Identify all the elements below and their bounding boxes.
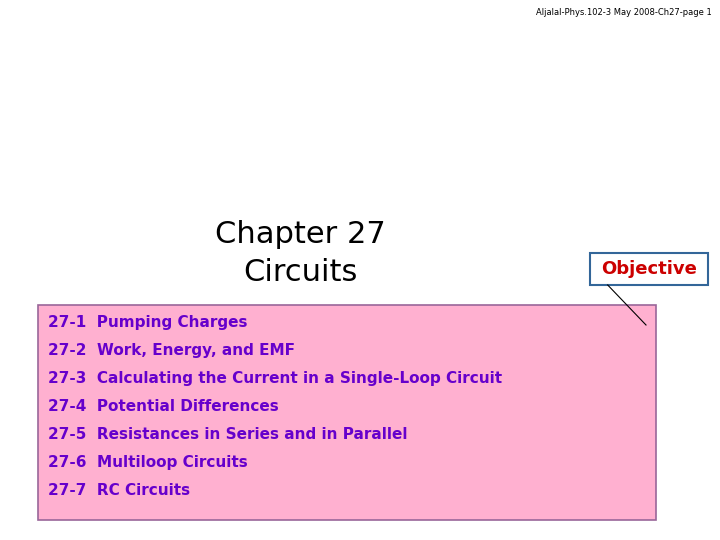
Text: 27-1  Pumping Charges: 27-1 Pumping Charges — [48, 315, 248, 330]
Text: Objective: Objective — [601, 260, 697, 278]
Bar — [38, 305, 656, 520]
Text: 27-7  RC Circuits: 27-7 RC Circuits — [48, 483, 190, 498]
Text: 27-2  Work, Energy, and EMF: 27-2 Work, Energy, and EMF — [48, 343, 295, 358]
Text: 27-5  Resistances in Series and in Parallel: 27-5 Resistances in Series and in Parall… — [48, 427, 408, 442]
Text: Aljalal-Phys.102-3 May 2008-Ch27-page 1: Aljalal-Phys.102-3 May 2008-Ch27-page 1 — [536, 8, 712, 17]
Text: Circuits: Circuits — [243, 258, 357, 287]
Text: Chapter 27: Chapter 27 — [215, 220, 385, 249]
Text: 27-6  Multiloop Circuits: 27-6 Multiloop Circuits — [48, 455, 248, 470]
Text: 27-4  Potential Differences: 27-4 Potential Differences — [48, 399, 279, 414]
Text: 27-3  Calculating the Current in a Single-Loop Circuit: 27-3 Calculating the Current in a Single… — [48, 371, 502, 386]
Bar — [590, 253, 708, 285]
